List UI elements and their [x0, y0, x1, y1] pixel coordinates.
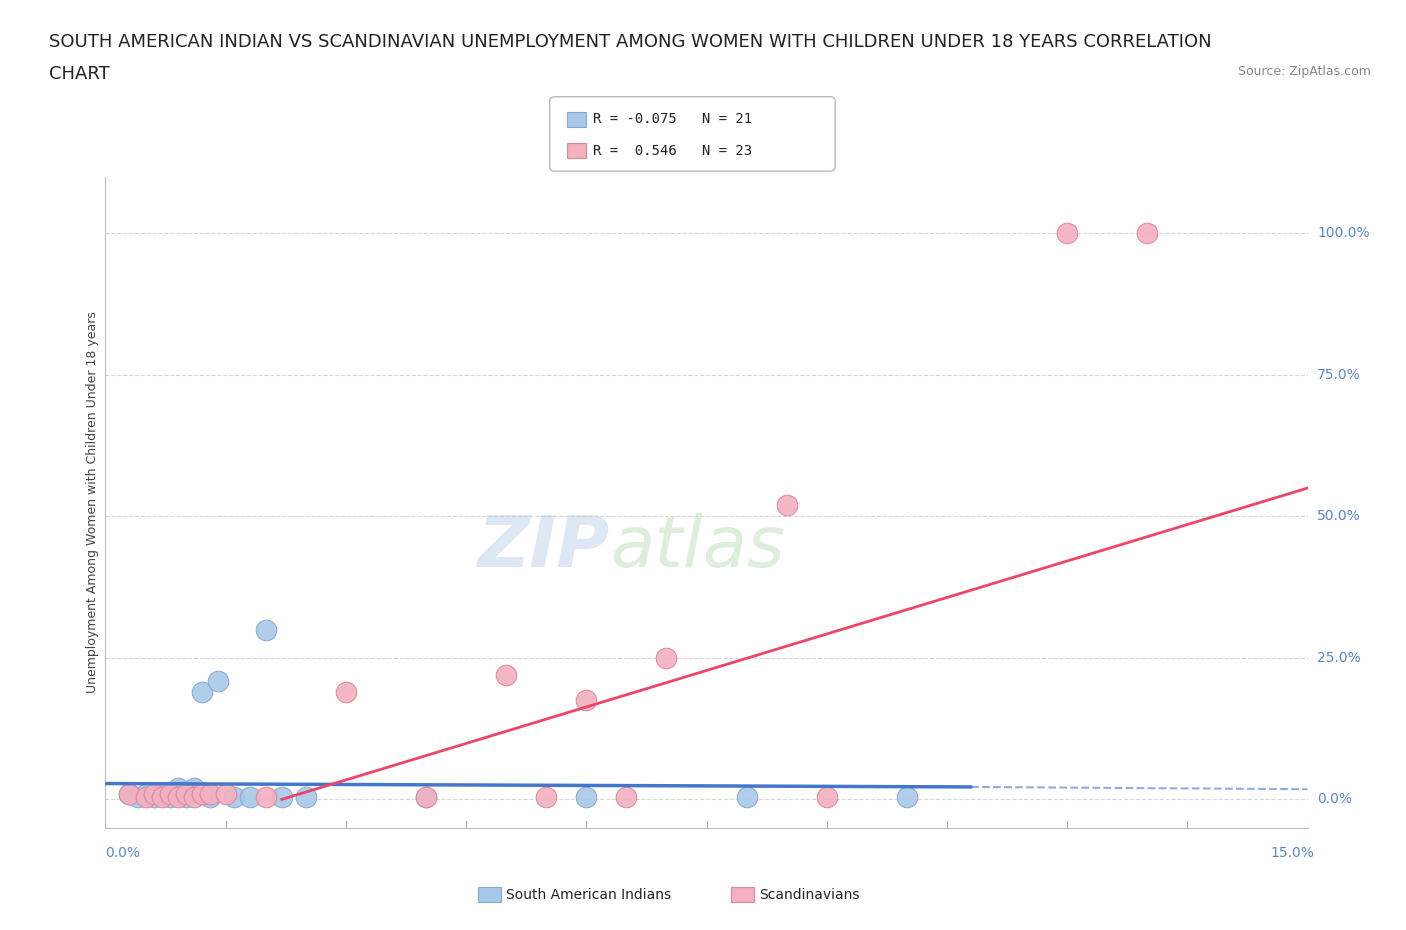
Point — [896, 790, 918, 804]
Point — [198, 786, 221, 801]
Text: 25.0%: 25.0% — [1317, 651, 1361, 665]
Point — [415, 790, 437, 804]
Point — [198, 790, 221, 804]
Point — [142, 790, 165, 804]
Text: atlas: atlas — [610, 513, 785, 582]
Point — [295, 790, 318, 804]
Point — [335, 684, 357, 699]
Point — [239, 790, 262, 804]
Point — [776, 498, 799, 512]
Point — [135, 786, 157, 801]
Text: SOUTH AMERICAN INDIAN VS SCANDINAVIAN UNEMPLOYMENT AMONG WOMEN WITH CHILDREN UND: SOUTH AMERICAN INDIAN VS SCANDINAVIAN UN… — [49, 33, 1212, 50]
Text: Scandinavians: Scandinavians — [759, 887, 859, 902]
Point — [190, 684, 212, 699]
Text: 15.0%: 15.0% — [1271, 846, 1315, 860]
Point — [135, 790, 157, 804]
Point — [214, 786, 236, 801]
Point — [1056, 226, 1078, 241]
Text: 0.0%: 0.0% — [105, 846, 141, 860]
Point — [183, 790, 205, 804]
Point — [142, 786, 165, 801]
Point — [575, 790, 598, 804]
Point — [183, 780, 205, 795]
Y-axis label: Unemployment Among Women with Children Under 18 years: Unemployment Among Women with Children U… — [86, 312, 98, 693]
Point — [159, 786, 181, 801]
Point — [159, 790, 181, 804]
Point — [166, 790, 188, 804]
Point — [150, 790, 173, 804]
Point — [118, 786, 141, 801]
Point — [222, 790, 245, 804]
Point — [495, 668, 517, 683]
Point — [174, 790, 197, 804]
Text: 0.0%: 0.0% — [1317, 792, 1353, 806]
Text: 75.0%: 75.0% — [1317, 368, 1361, 382]
Point — [174, 786, 197, 801]
Point — [190, 786, 212, 801]
Point — [118, 786, 141, 801]
Text: 100.0%: 100.0% — [1317, 226, 1369, 240]
Text: R =  0.546   N = 23: R = 0.546 N = 23 — [593, 143, 752, 158]
Point — [415, 790, 437, 804]
Point — [254, 622, 277, 637]
Text: Source: ZipAtlas.com: Source: ZipAtlas.com — [1237, 65, 1371, 78]
Point — [207, 673, 229, 688]
Point — [150, 786, 173, 801]
Point — [1136, 226, 1159, 241]
Text: CHART: CHART — [49, 65, 110, 83]
Text: 50.0%: 50.0% — [1317, 510, 1361, 524]
Text: South American Indians: South American Indians — [506, 887, 671, 902]
Point — [166, 780, 188, 795]
Point — [270, 790, 292, 804]
Text: ZIP: ZIP — [478, 513, 610, 582]
Point — [735, 790, 758, 804]
Point — [815, 790, 838, 804]
Point — [534, 790, 557, 804]
Point — [616, 790, 638, 804]
Point — [127, 790, 149, 804]
Text: R = -0.075   N = 21: R = -0.075 N = 21 — [593, 113, 752, 126]
Point — [575, 693, 598, 708]
Point — [254, 790, 277, 804]
Point — [655, 650, 678, 665]
